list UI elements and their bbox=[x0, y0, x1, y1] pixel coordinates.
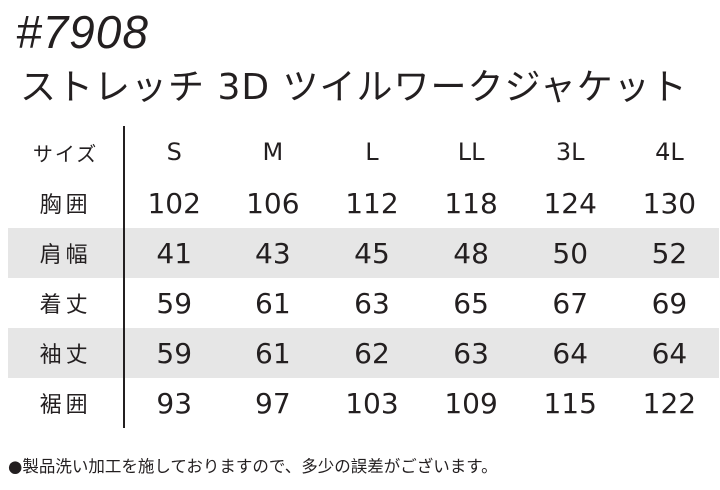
table-cell: 64 bbox=[619, 328, 719, 378]
table-cell: 62 bbox=[322, 328, 422, 378]
product-title: ストレッチ 3D ツイルワークジャケット bbox=[20, 67, 688, 108]
table-cell: 122 bbox=[642, 386, 697, 420]
table-cell: 97 bbox=[255, 386, 291, 420]
row-label: 袖丈 bbox=[8, 328, 126, 378]
table-cell: 65 bbox=[453, 286, 489, 320]
table-cell: 61 bbox=[223, 328, 323, 378]
table-cell: 48 bbox=[421, 228, 521, 278]
table-cell: 41 bbox=[124, 228, 224, 278]
size-header-row: サイズ S M L LL 3L 4L bbox=[8, 126, 719, 178]
table-cell: 109 bbox=[444, 386, 498, 420]
size-table: サイズ S M L LL 3L 4L 胸囲 102 106 112 118 12… bbox=[8, 126, 720, 428]
table-cell: 115 bbox=[543, 386, 597, 420]
table-row: 着丈 59 61 63 65 67 69 bbox=[8, 278, 719, 328]
table-cell: 93 bbox=[156, 386, 193, 420]
table-row: 裾囲 93 97 103 109 115 122 bbox=[8, 378, 719, 428]
table-cell: 103 bbox=[345, 386, 399, 420]
table-cell: 59 bbox=[156, 286, 193, 320]
table-cell: 50 bbox=[520, 228, 620, 278]
table-cell: 130 bbox=[642, 186, 697, 220]
size-header-cell: L bbox=[365, 138, 379, 166]
table-cell: 52 bbox=[619, 228, 719, 278]
row-label: 肩幅 bbox=[8, 228, 126, 278]
table-cell: 124 bbox=[543, 186, 597, 220]
size-header-cell: 3L bbox=[555, 138, 585, 166]
table-cell: 43 bbox=[223, 228, 323, 278]
table-cell: 112 bbox=[345, 186, 399, 220]
table-cell: 59 bbox=[124, 328, 224, 378]
table-cell: 61 bbox=[255, 286, 291, 320]
table-cell: 69 bbox=[651, 286, 688, 320]
table-cell: 45 bbox=[322, 228, 422, 278]
size-header-cell: LL bbox=[457, 138, 485, 166]
table-row: 肩幅 41 43 45 48 50 52 bbox=[8, 228, 719, 278]
table-cell: 63 bbox=[421, 328, 521, 378]
row-label: 胸囲 bbox=[8, 178, 126, 228]
size-header-cell: M bbox=[262, 138, 284, 166]
table-row: 袖丈 59 61 62 63 64 64 bbox=[8, 328, 719, 378]
row-label: 着丈 bbox=[8, 278, 126, 328]
product-code: #7908 bbox=[16, 6, 149, 58]
table-cell: 106 bbox=[246, 186, 300, 220]
table-row: 胸囲 102 106 112 118 124 130 bbox=[8, 178, 719, 228]
row-label: 裾囲 bbox=[8, 378, 126, 428]
table-cell: 102 bbox=[147, 186, 201, 220]
table-cell: 63 bbox=[354, 286, 390, 320]
size-header-label: サイズ bbox=[8, 126, 126, 178]
table-cell: 64 bbox=[520, 328, 620, 378]
table-cell: 67 bbox=[552, 286, 589, 320]
footnote: ●製品洗い加工を施しておりますので、多少の誤差がございます。 bbox=[8, 457, 498, 476]
size-header-cell: 4L bbox=[655, 138, 684, 166]
size-table-body: サイズ S M L LL 3L 4L 胸囲 102 106 112 118 12… bbox=[8, 126, 719, 428]
table-cell: 118 bbox=[444, 186, 498, 220]
size-header-cell: S bbox=[166, 138, 182, 166]
